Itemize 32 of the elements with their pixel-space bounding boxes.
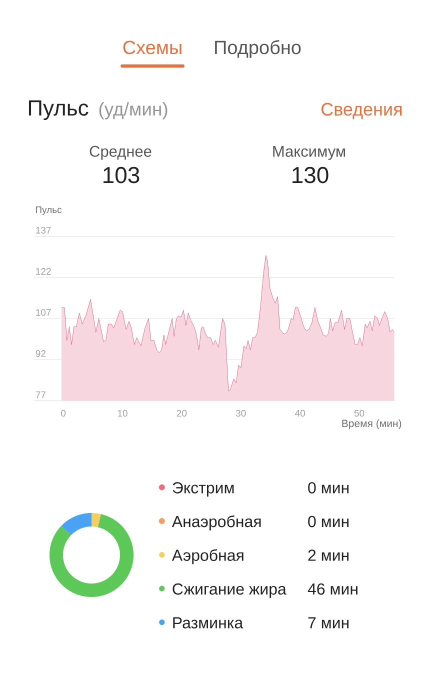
- y-tick-label: 107: [36, 309, 51, 316]
- x-axis-title: Время (мин): [342, 419, 402, 430]
- text: 0 мин: [308, 482, 349, 494]
- y-tick-label: 77: [36, 391, 46, 398]
- x-tick-label: 40: [295, 410, 305, 417]
- text: 0 мин: [308, 516, 349, 528]
- y-tick-label: 137: [36, 226, 51, 234]
- text: Подробно: [215, 40, 301, 58]
- y-tick-label: 122: [36, 268, 51, 275]
- x-tick-label: 50: [354, 410, 364, 417]
- x-tick-label: 0: [61, 410, 66, 417]
- chart-title: Пульс: [28, 100, 88, 120]
- text: Максимум: [273, 146, 346, 160]
- text: 103: [104, 166, 140, 184]
- data-label: 46 мин: [308, 583, 358, 595]
- y-axis-title: Пульс: [36, 206, 62, 215]
- text: Схемы: [123, 40, 182, 54]
- text: Сведения: [321, 102, 402, 120]
- y-tick-label: 92: [36, 350, 46, 357]
- legend-label: Анаэробная: [172, 515, 261, 530]
- data-label: 7 мин: [308, 617, 349, 628]
- text: Среднее: [90, 146, 152, 160]
- legend-label: Разминка: [173, 617, 244, 628]
- x-tick-label: 30: [236, 410, 246, 417]
- text: 130: [292, 166, 328, 184]
- x-tick-label: 20: [176, 410, 187, 417]
- chart-subtitle: (уд/мин): [99, 102, 168, 120]
- legend-label: Аэробная: [172, 549, 244, 564]
- data-label: 2 мин: [308, 550, 349, 561]
- legend-label: Экстрим: [172, 482, 234, 497]
- x-tick-label: 10: [118, 410, 128, 417]
- legend-label: Сжигание жира: [172, 583, 286, 598]
